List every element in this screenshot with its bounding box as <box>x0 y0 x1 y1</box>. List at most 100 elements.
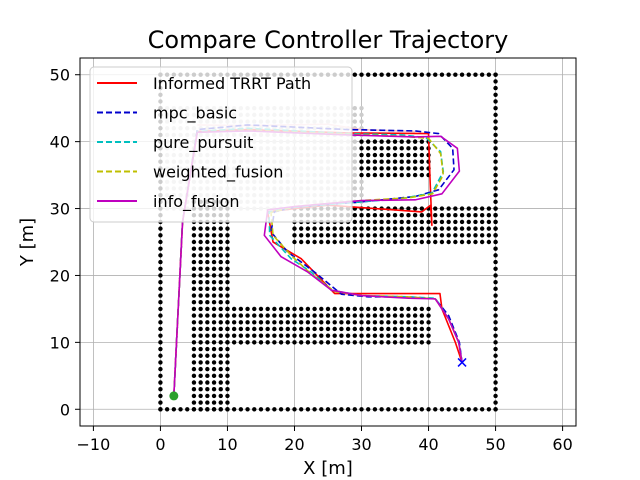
obstacle-point <box>205 320 210 325</box>
obstacle-point <box>493 199 498 205</box>
obstacle-point <box>433 233 438 238</box>
obstacle-point <box>392 407 398 412</box>
obstacle-point <box>245 320 250 325</box>
obstacle-point <box>473 206 478 211</box>
obstacle-point <box>392 313 398 318</box>
obstacle-point <box>158 380 163 385</box>
obstacle-point <box>312 226 317 231</box>
obstacle-point <box>158 320 163 325</box>
obstacle-point <box>325 340 331 345</box>
obstacle-point <box>292 340 297 345</box>
obstacle-point <box>298 313 304 318</box>
obstacle-point <box>218 273 223 278</box>
obstacle-point <box>198 333 203 338</box>
obstacle-point <box>352 340 358 345</box>
obstacle-point <box>419 139 425 144</box>
obstacle-point <box>406 152 411 158</box>
obstacle-point <box>386 152 391 158</box>
obstacle-point <box>493 300 498 305</box>
obstacle-point <box>486 213 492 218</box>
obstacle-point <box>198 393 203 399</box>
obstacle-point <box>158 313 163 318</box>
obstacle-point <box>211 393 217 399</box>
obstacle-point <box>453 233 458 238</box>
obstacle-point <box>352 219 358 225</box>
obstacle-point <box>191 380 197 385</box>
obstacle-point <box>419 313 425 318</box>
obstacle-point <box>386 213 391 218</box>
obstacle-point <box>493 400 498 405</box>
x-tick-label: 40 <box>418 435 438 454</box>
obstacle-point <box>453 239 458 245</box>
legend-label-1: mpc_basic <box>153 104 237 124</box>
obstacle-point <box>486 407 492 412</box>
obstacle-point <box>158 340 163 345</box>
obstacle-point <box>446 407 451 412</box>
obstacle-point <box>298 333 304 338</box>
obstacle-point <box>379 313 384 318</box>
obstacle-point <box>305 313 311 318</box>
obstacle-point <box>218 279 223 285</box>
obstacle-point <box>158 387 163 392</box>
obstacle-point <box>412 326 418 332</box>
obstacle-point <box>493 273 498 278</box>
obstacle-point <box>191 320 197 325</box>
obstacle-point <box>466 239 471 245</box>
obstacle-point <box>379 306 384 312</box>
obstacle-point <box>493 99 498 104</box>
obstacle-point <box>493 85 498 91</box>
obstacle-point <box>218 353 223 358</box>
obstacle-point <box>205 233 210 238</box>
obstacle-point <box>412 233 418 238</box>
obstacle-point <box>211 407 217 412</box>
obstacle-point <box>319 226 324 231</box>
obstacle-point <box>305 226 311 231</box>
obstacle-point <box>265 340 270 345</box>
explored-node <box>359 186 364 191</box>
obstacle-point <box>245 407 250 412</box>
obstacle-point <box>198 286 203 292</box>
obstacle-point <box>366 72 371 77</box>
obstacle-point <box>285 333 290 338</box>
obstacle-point <box>345 407 351 412</box>
obstacle-point <box>339 333 344 338</box>
obstacle-point <box>493 279 498 285</box>
obstacle-point <box>493 192 498 198</box>
obstacle-point <box>352 226 358 231</box>
obstacle-point <box>211 333 217 338</box>
obstacle-point <box>225 353 230 358</box>
obstacle-point <box>218 306 223 312</box>
obstacle-point <box>359 152 364 158</box>
obstacle-point <box>158 253 163 258</box>
obstacle-point <box>412 239 418 245</box>
obstacle-point <box>493 119 498 124</box>
obstacle-point <box>225 333 230 338</box>
obstacle-point <box>205 239 210 245</box>
obstacle-point <box>325 313 331 318</box>
start-marker <box>169 391 179 401</box>
obstacle-point <box>412 313 418 318</box>
obstacle-point <box>412 320 418 325</box>
obstacle-point <box>459 226 465 231</box>
obstacle-point <box>211 300 217 305</box>
obstacle-point <box>439 213 445 218</box>
obstacle-point <box>399 326 404 332</box>
obstacle-point <box>366 139 371 144</box>
obstacle-point <box>319 326 324 332</box>
obstacle-point <box>386 159 391 164</box>
obstacle-point <box>325 320 331 325</box>
obstacle-point <box>466 206 471 211</box>
obstacle-point <box>352 407 358 412</box>
obstacle-point <box>332 333 337 338</box>
obstacle-point <box>386 320 391 325</box>
obstacle-point <box>412 72 418 77</box>
obstacle-point <box>218 226 223 231</box>
obstacle-point <box>406 172 411 178</box>
obstacle-point <box>305 233 311 238</box>
obstacle-point <box>238 326 244 332</box>
obstacle-point <box>225 246 230 251</box>
obstacle-point <box>278 320 284 325</box>
obstacle-point <box>225 266 230 271</box>
obstacle-point <box>412 407 418 412</box>
obstacle-point <box>158 400 163 405</box>
